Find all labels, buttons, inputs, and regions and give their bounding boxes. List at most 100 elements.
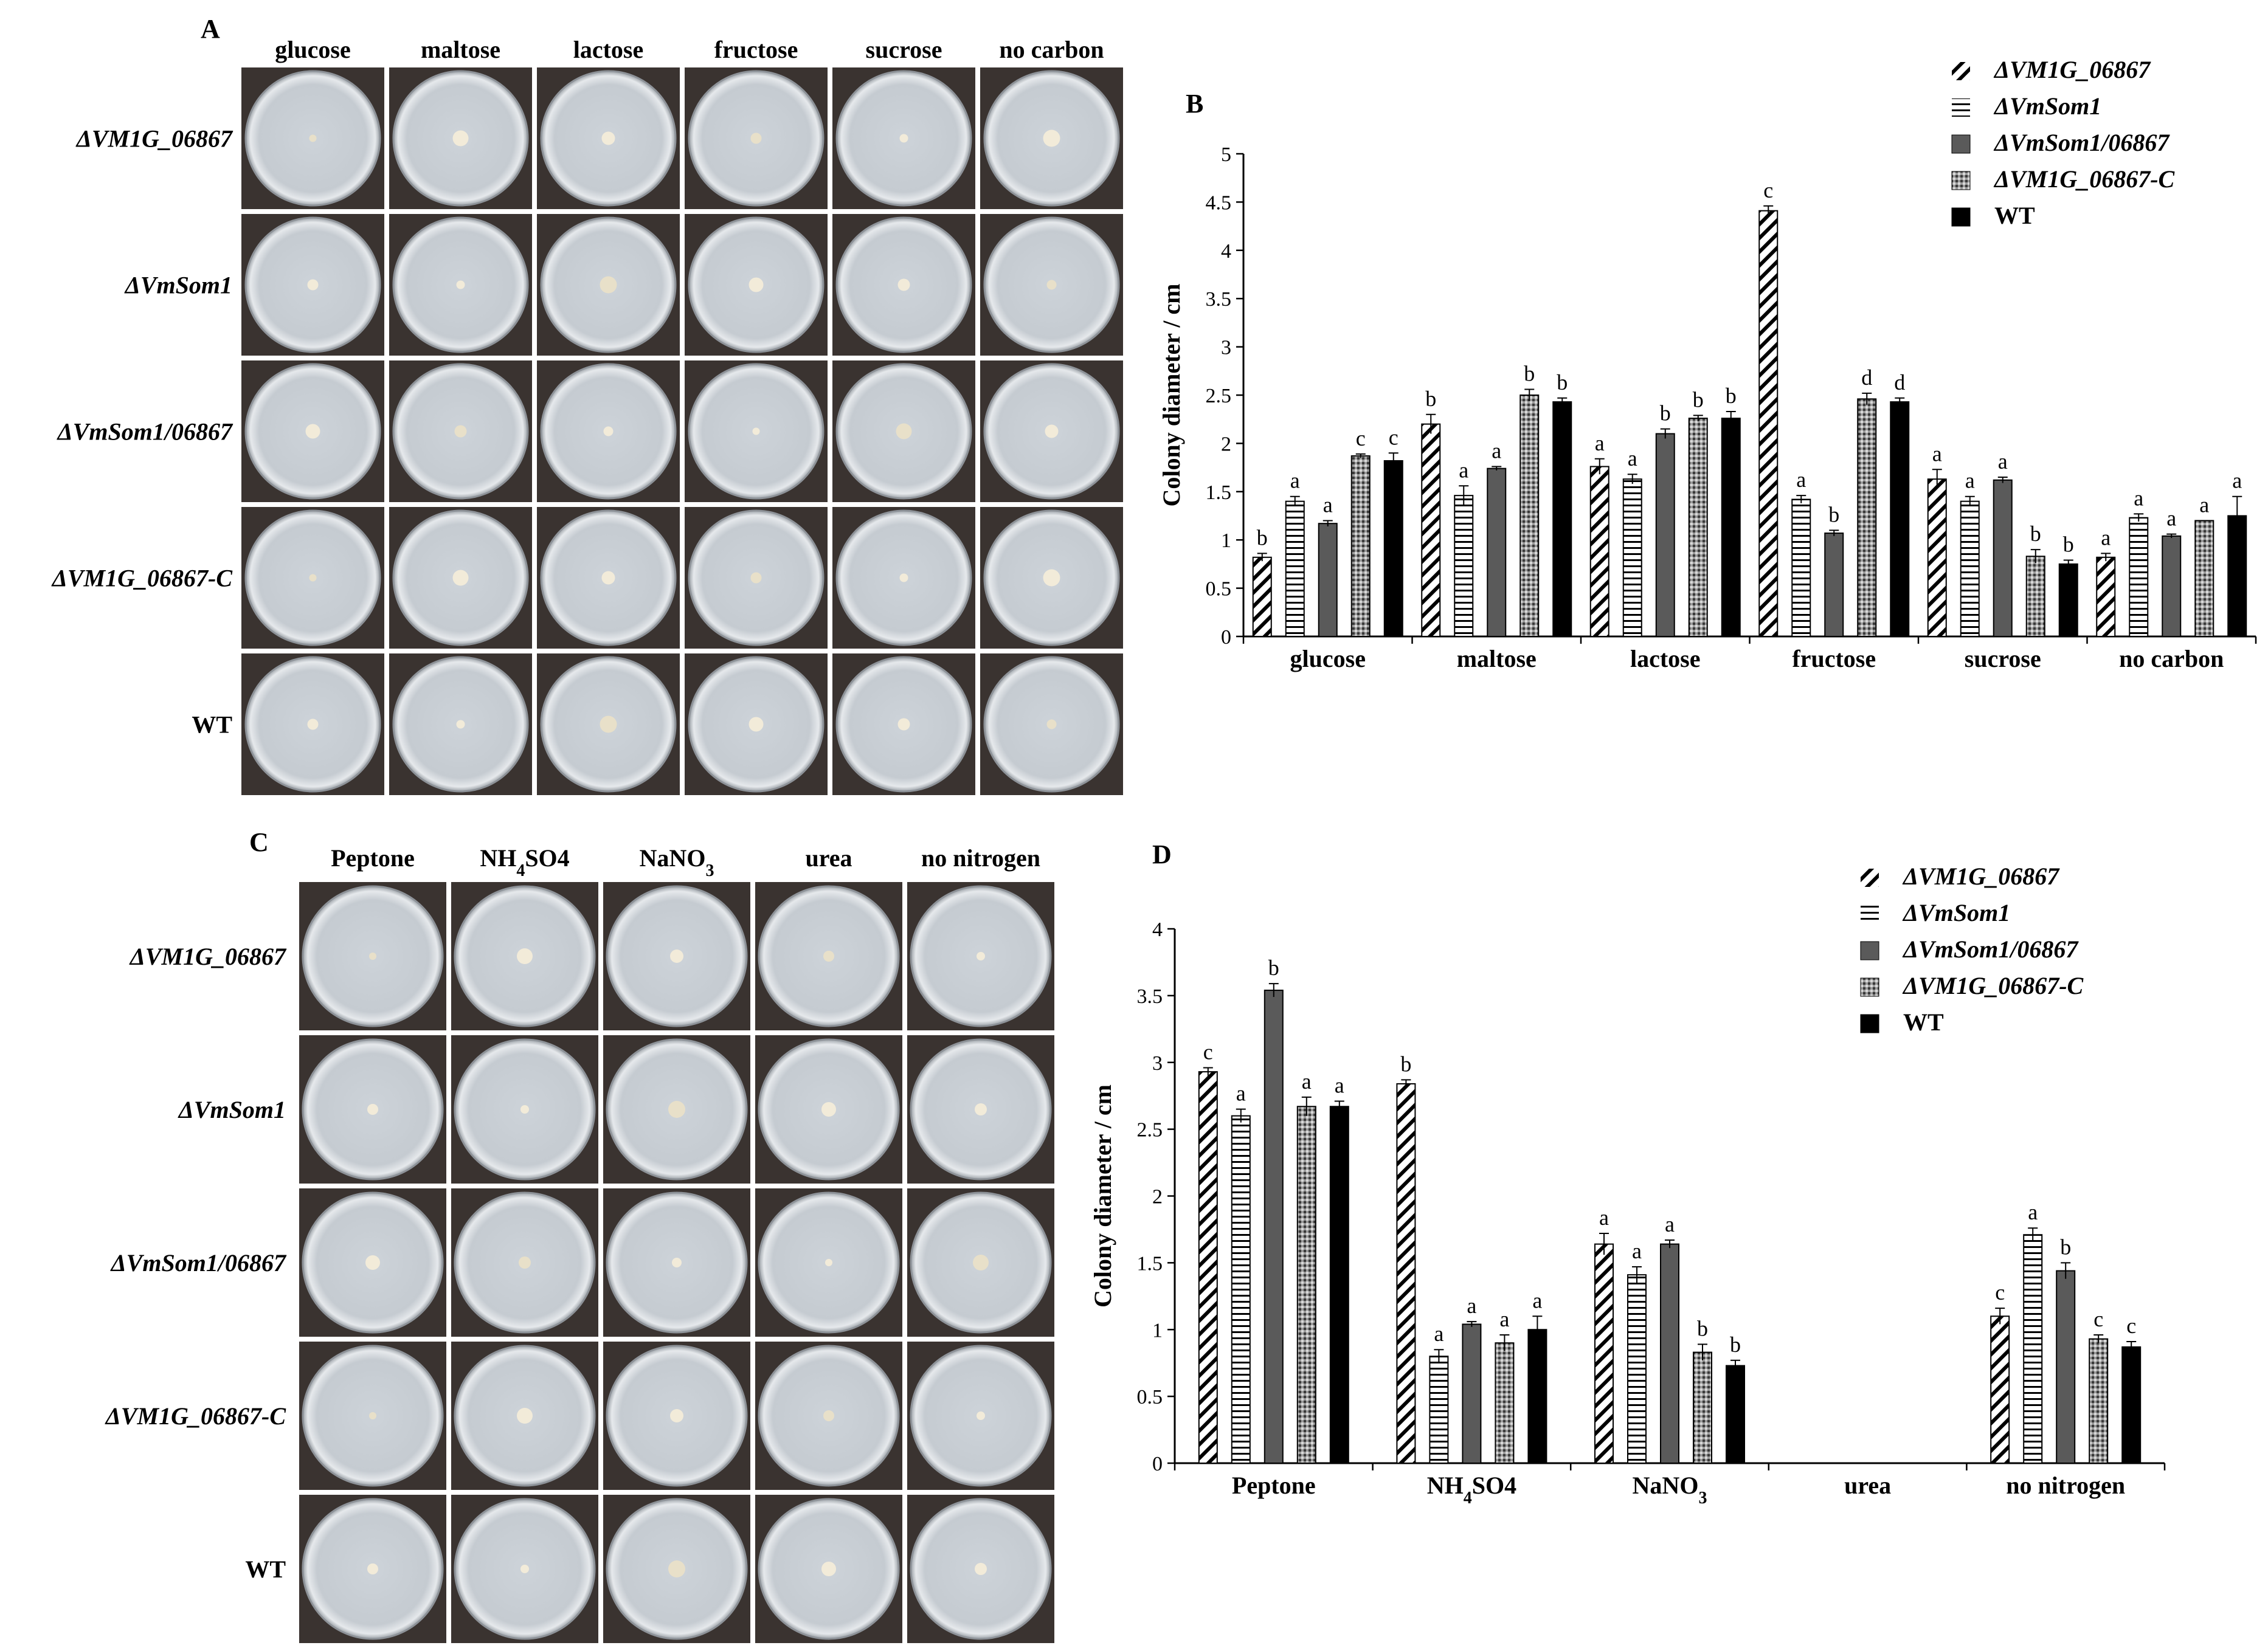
plate-photo bbox=[832, 360, 975, 502]
significance-letter: a bbox=[1492, 439, 1501, 463]
bar-vm1g-06867-c-maltose bbox=[1519, 395, 1540, 637]
panel-label-a: A bbox=[201, 14, 220, 44]
plate-photo bbox=[537, 214, 680, 356]
plate-photo bbox=[907, 1342, 1054, 1490]
y-tick-label: 0 bbox=[1221, 626, 1231, 649]
row-label-vmsom1: ΔVmSom1 bbox=[178, 1096, 286, 1123]
plate-photo bbox=[241, 67, 384, 209]
row-label-vm1g-06867-c: ΔVM1G_06867-C bbox=[51, 565, 233, 592]
bar-vmsom1-06867-glucose bbox=[1318, 523, 1338, 637]
error-bar bbox=[1301, 1096, 1312, 1116]
legend-label-vmsom1-06867: ΔVmSom1/06867 bbox=[1993, 129, 2170, 156]
plate-photo bbox=[299, 1495, 446, 1643]
error-bar bbox=[1355, 453, 1366, 458]
x-tick-label-maltose: maltose bbox=[1457, 645, 1537, 672]
bar-vm1g-06867-c-nano3 bbox=[1693, 1351, 1712, 1464]
row-label-vmsom1-06867: ΔVmSom1/06867 bbox=[110, 1249, 287, 1277]
bar-vmsom1-lactose bbox=[1622, 478, 1642, 637]
significance-letter: c bbox=[1995, 1280, 2005, 1305]
bar-vm1g-06867-c-glucose bbox=[1350, 455, 1371, 637]
legend-label-vm1g-06867: ΔVM1G_06867 bbox=[1993, 56, 2151, 83]
error-bar bbox=[1726, 410, 1736, 426]
bar-vmsom1-06867-fructose bbox=[1824, 533, 1844, 637]
plate-photo bbox=[603, 1035, 750, 1184]
significance-letter: a bbox=[2199, 492, 2209, 517]
significance-letter: b bbox=[1400, 1052, 1411, 1076]
y-tick-label: 0.5 bbox=[1206, 578, 1232, 601]
y-tick-label: 4 bbox=[1221, 240, 1231, 263]
y-tick-label: 2 bbox=[1152, 1186, 1163, 1208]
legend-swatch-wt bbox=[1860, 1014, 1879, 1033]
error-bar bbox=[1388, 452, 1398, 469]
bar-vm1g-06867-glucose bbox=[1252, 556, 1272, 637]
y-tick-label: 3 bbox=[1221, 337, 1231, 359]
bar-vmsom1-fructose bbox=[1791, 498, 1811, 638]
error-bar bbox=[1665, 1239, 1675, 1249]
plate-photo bbox=[537, 67, 680, 209]
error-bar bbox=[1932, 469, 1942, 489]
legend-swatch-vmsom1 bbox=[1861, 905, 1879, 923]
error-bar bbox=[1997, 476, 2008, 483]
bar-vmsom1-no-carbon bbox=[2129, 517, 2149, 638]
error-bar bbox=[1599, 1233, 1609, 1255]
y-tick-label: 4 bbox=[1152, 919, 1163, 941]
error-bar bbox=[1532, 1315, 1543, 1343]
y-axis-label: Colony diameter / cm bbox=[1158, 284, 1185, 507]
significance-letter: b bbox=[1697, 1316, 1708, 1340]
significance-letter: a bbox=[1467, 1294, 1476, 1318]
significance-letter: a bbox=[2166, 506, 2176, 531]
error-bar bbox=[1829, 529, 1839, 536]
y-tick-label: 2.5 bbox=[1206, 385, 1232, 407]
bar-vmsom1-maltose bbox=[1454, 495, 1474, 637]
bar-vm1g-06867-c-lactose bbox=[1688, 418, 1708, 637]
significance-letter: b bbox=[1257, 525, 1268, 550]
bar-vm1g-06867-no-nitrogen bbox=[1990, 1315, 2010, 1464]
panel-label-d: D bbox=[1152, 839, 1172, 869]
legend-label-vm1g-06867: ΔVM1G_06867 bbox=[1902, 863, 2060, 890]
plate-photo bbox=[451, 1495, 598, 1643]
error-bar bbox=[2101, 553, 2111, 562]
error-bar bbox=[2063, 559, 2073, 568]
plate-photo bbox=[451, 882, 598, 1030]
panel-label-c: C bbox=[249, 827, 269, 857]
error-bar bbox=[1965, 495, 1975, 506]
legend-swatch-vmsom1-06867 bbox=[1951, 134, 1971, 154]
bar-vm1g-06867-lactose bbox=[1589, 466, 1609, 638]
legend-swatch-vm1g-06867-c bbox=[1860, 977, 1879, 997]
plate-photo bbox=[603, 1495, 750, 1643]
bar-vmsom1-nh4so4 bbox=[1429, 1356, 1449, 1464]
bar-vm1g-06867-fructose bbox=[1758, 210, 1779, 637]
significance-letter: b bbox=[2063, 533, 2074, 557]
error-bar bbox=[1632, 1266, 1642, 1283]
plate-photo bbox=[755, 1342, 902, 1490]
plate-photo bbox=[537, 653, 680, 795]
significance-letter: a bbox=[2101, 525, 2111, 550]
row-label-vm1g-06867: ΔVM1G_06867 bbox=[129, 943, 287, 970]
y-tick-label: 5 bbox=[1221, 143, 1231, 166]
column-header-maltose: maltose bbox=[421, 36, 500, 63]
y-tick-label: 1.5 bbox=[1206, 481, 1232, 504]
y-axis-label: Colony diameter / cm bbox=[1089, 1084, 1116, 1308]
row-label-vmsom1-06867: ΔVmSom1/06867 bbox=[57, 418, 233, 446]
x-tick-label-no-nitrogen: no nitrogen bbox=[2006, 1472, 2125, 1499]
significance-letter: a bbox=[2028, 1200, 2038, 1224]
plate-photo bbox=[685, 507, 828, 649]
plate-photo bbox=[755, 1188, 902, 1337]
column-header-no-nitrogen: no nitrogen bbox=[921, 844, 1040, 872]
y-tick-label: 1 bbox=[1221, 529, 1231, 552]
error-bar bbox=[2126, 1341, 2137, 1353]
significance-letter: a bbox=[1599, 1205, 1609, 1230]
plate-photo bbox=[299, 1188, 446, 1337]
y-tick-label: 4.5 bbox=[1206, 191, 1232, 214]
significance-letter: a bbox=[1236, 1081, 1246, 1106]
significance-letter: b bbox=[1693, 387, 1704, 412]
plate-photo bbox=[299, 1342, 446, 1490]
bar-wt-fructose bbox=[1890, 401, 1910, 638]
plate-photo bbox=[832, 214, 975, 356]
bar-vm1g-06867-maltose bbox=[1421, 423, 1441, 637]
plate-photo bbox=[603, 882, 750, 1030]
bar-vm1g-06867-nh4so4 bbox=[1396, 1083, 1416, 1464]
error-bar bbox=[1467, 1321, 1477, 1327]
error-bar bbox=[1268, 983, 1279, 998]
legend-label-wt: WT bbox=[1994, 202, 2035, 229]
